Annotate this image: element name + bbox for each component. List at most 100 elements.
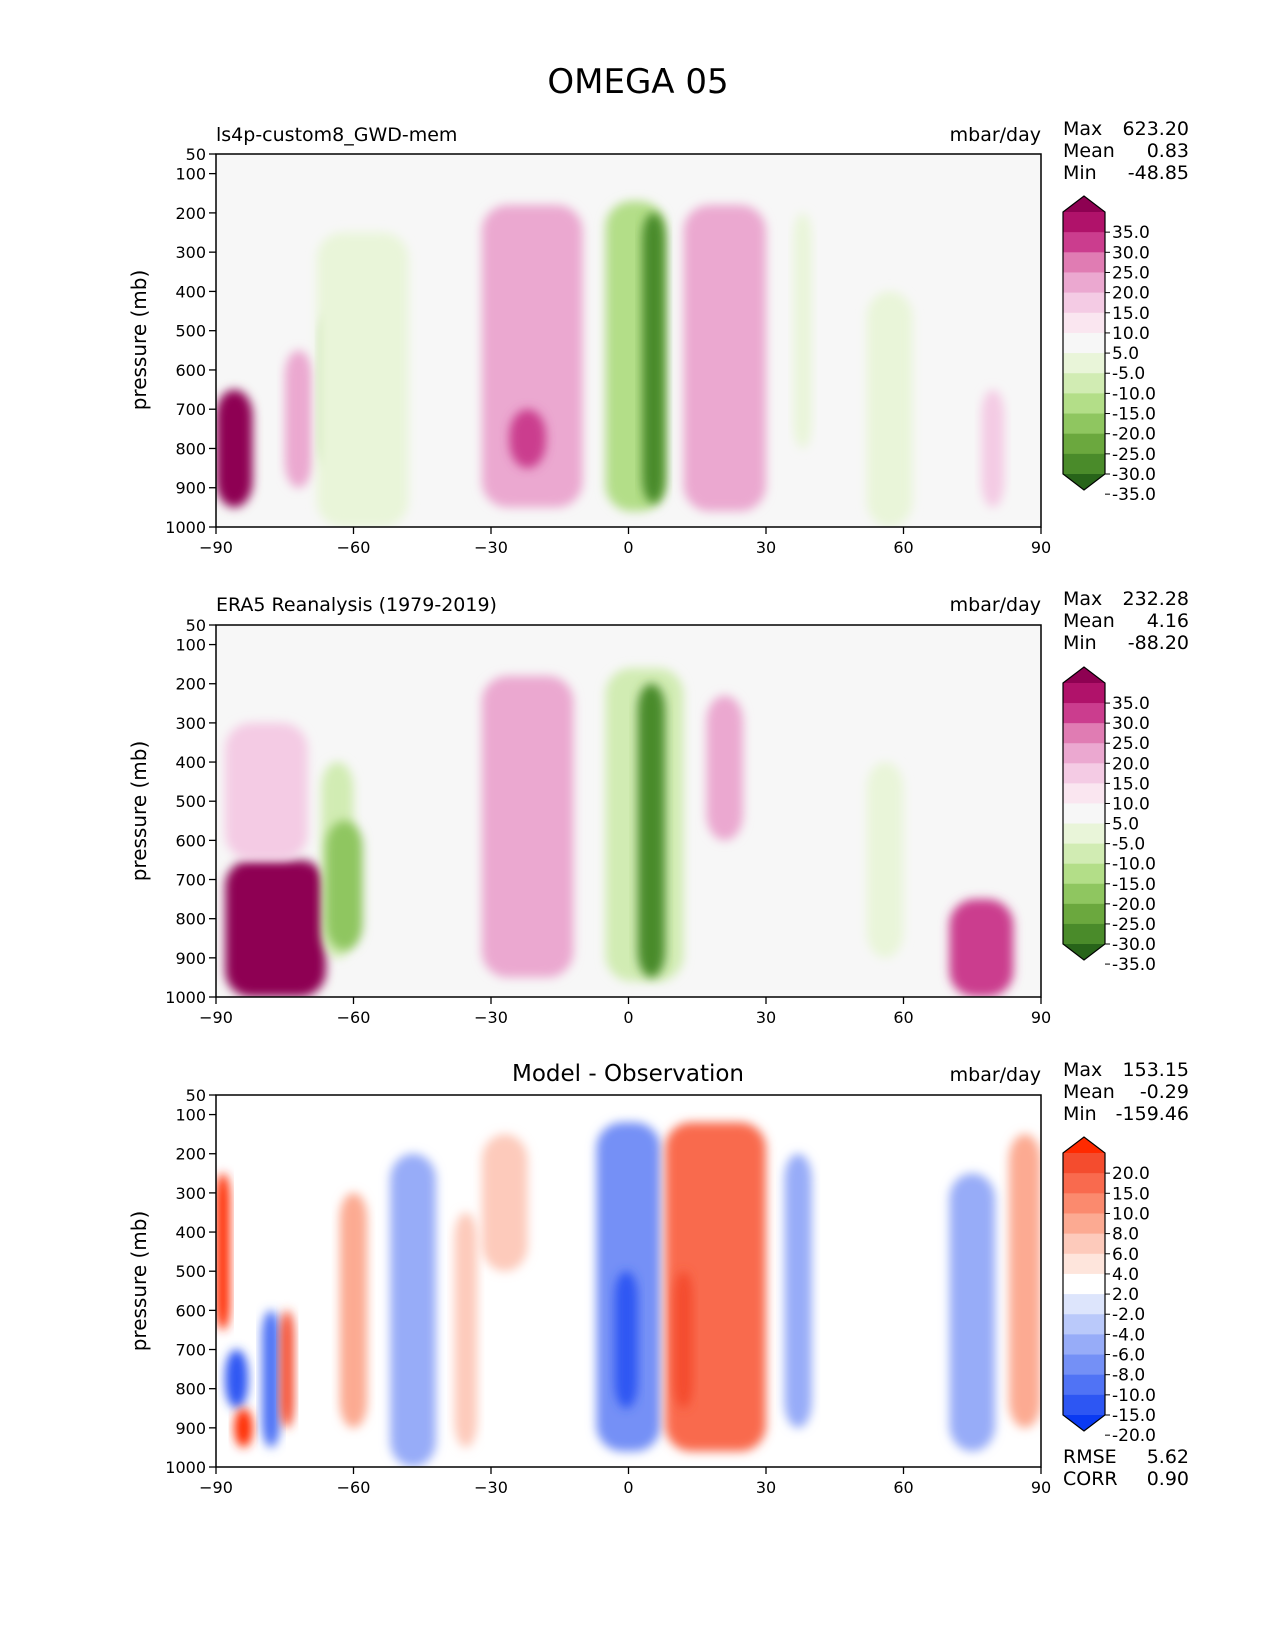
colorbar-label: -35.0 [1112,485,1156,505]
contour-feature [225,722,308,860]
x-tick-label: 60 [893,1008,913,1027]
colorbar-label: -5.0 [1112,364,1145,384]
contour-feature [866,762,904,958]
colorbar-segment [1063,332,1105,354]
colorbar-segment [1063,413,1105,435]
colorbar: 35.030.025.020.015.010.05.0-5.0-10.0-15.… [1062,195,1156,505]
contour-feature [284,350,313,488]
contour-feature [481,1134,528,1272]
y-tick-label: 300 [175,1184,206,1203]
plot-frame [215,624,1042,998]
colorbar-segment [1063,743,1105,764]
y-axis-label: pressure (mb) [127,741,151,882]
y-tick-label: 50 [186,616,206,635]
y-tick-label: 800 [175,910,206,929]
colorbar-segment [1063,863,1105,885]
contour-feature [216,1173,230,1330]
contour-feature [949,899,1014,997]
stat-max-value: 623.20 [1123,118,1189,140]
colorbar-segment [1063,1314,1105,1335]
y-tick-label: 900 [175,949,206,968]
x-axis: −90 −60 −30 0 30 60 90 [199,1467,1051,1497]
panel-units: mbar/day [950,124,1041,146]
contour-field [216,1122,1041,1467]
colorbar-extend-min [1063,944,1105,960]
stat-mean-value: 4.16 [1147,610,1189,632]
contour-feature [481,675,574,978]
plot-frame [215,1094,1042,1468]
x-tick-label: −30 [474,1008,508,1027]
colorbar-segment [1063,1273,1105,1295]
colorbar: 20.015.010.08.06.04.02.0-2.0-4.0-6.0-8.0… [1062,1136,1156,1446]
colorbar-segment [1063,703,1105,724]
y-tick-label: 500 [175,1262,206,1281]
colorbar-segment [1063,373,1105,394]
colorbar-segment [1063,393,1105,414]
x-tick-label: 0 [623,1008,633,1027]
colorbar-segment [1063,353,1105,374]
colorbar-segment [1063,1213,1105,1235]
y-tick-label: 1000 [165,518,206,537]
colorbar-segment [1063,292,1105,314]
y-tick-label: 900 [175,1419,206,1438]
colorbar-segment [1063,232,1105,253]
colorbar-segment [1063,453,1105,475]
colorbar-label: -10.0 [1112,1386,1156,1406]
x-tick-label: −90 [199,1478,233,1497]
y-tick-label: 100 [175,165,206,184]
y-tick-label: 300 [175,714,206,733]
colorbar-segment [1063,312,1105,334]
colorbar: 35.030.025.020.015.010.05.0-5.0-10.0-15.… [1062,666,1156,975]
stat-rmse-value: 5.62 [1147,1446,1189,1468]
colorbar-label: 4.0 [1112,1265,1139,1285]
colorbar-label: -30.0 [1112,465,1156,485]
colorbar-segment [1063,723,1105,744]
contour-feature [234,1408,253,1448]
x-tick-label: 0 [623,1478,633,1497]
colorbar-segment [1063,683,1105,704]
colorbar-label: 15.0 [1112,774,1150,794]
colorbar-segment [1063,433,1105,455]
colorbar-label: 15.0 [1112,304,1150,324]
contour-feature [706,695,744,841]
figure-title: OMEGA 05 [547,62,728,102]
contour-feature [225,859,326,997]
y-tick-label: 600 [175,831,206,850]
y-tick-label: 400 [175,753,206,772]
colorbar-label: 10.0 [1112,794,1150,814]
y-tick-label: 400 [175,282,206,301]
colorbar-segment [1063,1334,1105,1355]
colorbar-label: 20.0 [1112,1164,1150,1184]
y-tick-label: 100 [175,636,206,655]
colorbar-label: -2.0 [1112,1305,1145,1325]
x-tick-label: 90 [1031,1478,1051,1497]
colorbar-segment [1063,823,1105,845]
contour-feature [642,212,666,504]
y-tick-label: 100 [175,1106,206,1125]
colorbar-segment [1063,1233,1105,1255]
contour-feature [280,1310,294,1428]
stat-corr-label: CORR [1063,1468,1118,1490]
colorbar-label: -30.0 [1112,935,1156,955]
colorbar-extend-max [1063,196,1105,212]
contour-feature [316,232,409,527]
y-tick-label: 600 [175,1301,206,1320]
colorbar-label: 35.0 [1112,694,1150,714]
stat-rmse-label: RMSE [1063,1446,1117,1468]
contour-feature [454,1212,478,1448]
y-tick-label: 900 [175,479,206,498]
y-tick-label: 800 [175,1380,206,1399]
colorbar-segment [1063,1153,1105,1174]
contour-feature [326,820,363,951]
contour-feature [683,205,766,512]
stat-max-label: Max [1063,118,1102,140]
colorbar-segment [1063,1173,1105,1194]
x-tick-label: −90 [199,538,233,557]
colorbar-label: 15.0 [1112,1184,1150,1204]
colorbar-segment [1063,803,1105,824]
stat-max-label: Max [1063,1059,1102,1081]
colorbar-label: -35.0 [1112,955,1156,975]
colorbar-segment [1063,903,1105,925]
